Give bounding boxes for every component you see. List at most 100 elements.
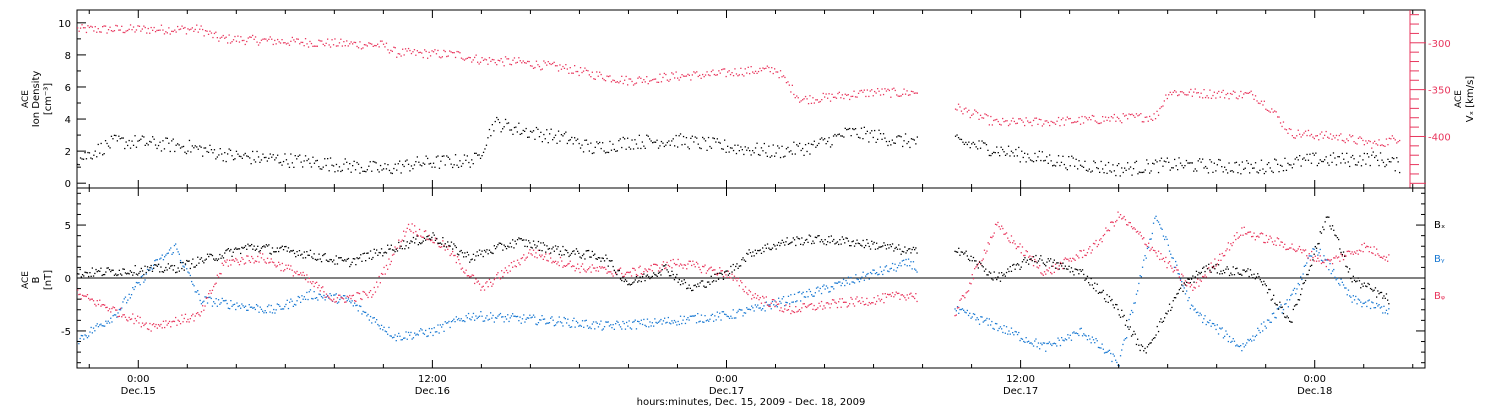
by-series-point: [413, 337, 414, 338]
bx-series-point: [738, 268, 739, 269]
by-series-point: [257, 305, 258, 306]
bx-series-point: [641, 281, 642, 282]
bx-series-point: [341, 257, 342, 258]
bz-series-point: [431, 239, 432, 240]
vx-series-point: [993, 120, 994, 121]
bx-series-point: [1114, 307, 1115, 308]
by-series-point: [284, 306, 285, 307]
bx-series-point: [457, 253, 458, 254]
bx-series-point: [714, 274, 715, 275]
vx-series-point: [768, 67, 769, 68]
bz-series-point: [1252, 236, 1253, 237]
vx-series-point: [1078, 117, 1079, 118]
ion-density-series-point: [118, 136, 119, 137]
ion-density-series-point: [306, 160, 307, 161]
by-series-point: [511, 315, 512, 316]
bz-series-point: [729, 277, 730, 278]
ion-density-series-point: [726, 152, 727, 153]
bz-series-point: [701, 272, 702, 273]
bz-series-point: [789, 306, 790, 307]
bx-series-point: [98, 270, 99, 271]
ion-density-series-point: [862, 138, 863, 139]
bz-series-point: [1008, 240, 1009, 241]
by-series-point: [364, 312, 365, 313]
bz-series-point: [1015, 243, 1016, 244]
ion-density-series-point: [311, 166, 312, 167]
bx-series-point: [659, 272, 660, 273]
by-series-point: [412, 338, 413, 339]
bz-series-point: [1051, 273, 1052, 274]
bx-series-point: [700, 282, 701, 283]
by-series-point: [648, 326, 649, 327]
bz-series-point: [1132, 228, 1133, 229]
bx-series-point: [859, 243, 860, 244]
bz-series-point: [779, 310, 780, 311]
by-series-point: [303, 299, 304, 300]
by-series-point: [1230, 342, 1231, 343]
bz-series-point: [244, 263, 245, 264]
bx-series-point: [695, 285, 696, 286]
bz-series-point: [267, 258, 268, 259]
bz-series-point: [155, 324, 156, 325]
bx-series-point: [1340, 252, 1341, 253]
vx-series-point: [104, 25, 105, 26]
by-series-point: [187, 271, 188, 272]
vx-series-point: [771, 67, 772, 68]
by-series-point: [1321, 260, 1322, 261]
ion-density-series-point: [1128, 168, 1129, 169]
by-series-point: [316, 297, 317, 298]
ion-density-series-point: [1255, 162, 1256, 163]
bx-series-point: [1082, 269, 1083, 270]
ion-density-series-point: [426, 156, 427, 157]
bx-series-point: [440, 242, 441, 243]
by-series-point: [1261, 323, 1262, 324]
vx-series-point: [846, 95, 847, 96]
vx-series-point: [1189, 92, 1190, 93]
bz-series-point: [1318, 260, 1319, 261]
by-series-point: [212, 306, 213, 307]
ion-density-series-point: [268, 158, 269, 159]
vx-series-point: [821, 99, 822, 100]
ion-density-series-point: [858, 137, 859, 138]
vx-series-point: [1111, 116, 1112, 117]
by-series-point: [880, 266, 881, 267]
bz-series-point: [429, 235, 430, 236]
bx-series-point: [1372, 290, 1373, 291]
bz-series-point: [550, 257, 551, 258]
ion-density-series-point: [1183, 167, 1184, 168]
vx-series-point: [758, 71, 759, 72]
bz-series-point: [171, 321, 172, 322]
bx-series-point: [554, 251, 555, 252]
bz-series-point: [390, 264, 391, 265]
bx-series-point: [957, 252, 958, 253]
bx-series-point: [1094, 283, 1095, 284]
bx-series-point: [837, 241, 838, 242]
ion-density-series-point: [1171, 167, 1172, 168]
bx-series-point: [875, 249, 876, 250]
vx-series-point: [467, 58, 468, 59]
ion-density-series-point: [1230, 171, 1231, 172]
bz-series-point: [131, 318, 132, 319]
by-series-point: [560, 321, 561, 322]
by-series-point: [1227, 334, 1228, 335]
bx-series-point: [1092, 284, 1093, 285]
by-series-point: [577, 322, 578, 323]
vx-series-point: [1155, 118, 1156, 119]
ion-density-series-point: [304, 160, 305, 161]
ion-density-series-point: [521, 133, 522, 134]
vx-series-point: [740, 68, 741, 69]
bx-series-point: [1334, 235, 1335, 236]
ion-density-series-point: [914, 139, 915, 140]
by-series-point: [125, 297, 126, 298]
bx-series-point: [660, 274, 661, 275]
by-series-point: [967, 310, 968, 311]
bx-series-point: [843, 239, 844, 240]
vx-series-point: [577, 71, 578, 72]
bx-series-point: [599, 257, 600, 258]
by-series-point: [1334, 277, 1335, 278]
bz-series-point: [130, 319, 131, 320]
bz-series-point: [888, 294, 889, 295]
bx-series-point: [1078, 273, 1079, 274]
vx-series-point: [681, 74, 682, 75]
